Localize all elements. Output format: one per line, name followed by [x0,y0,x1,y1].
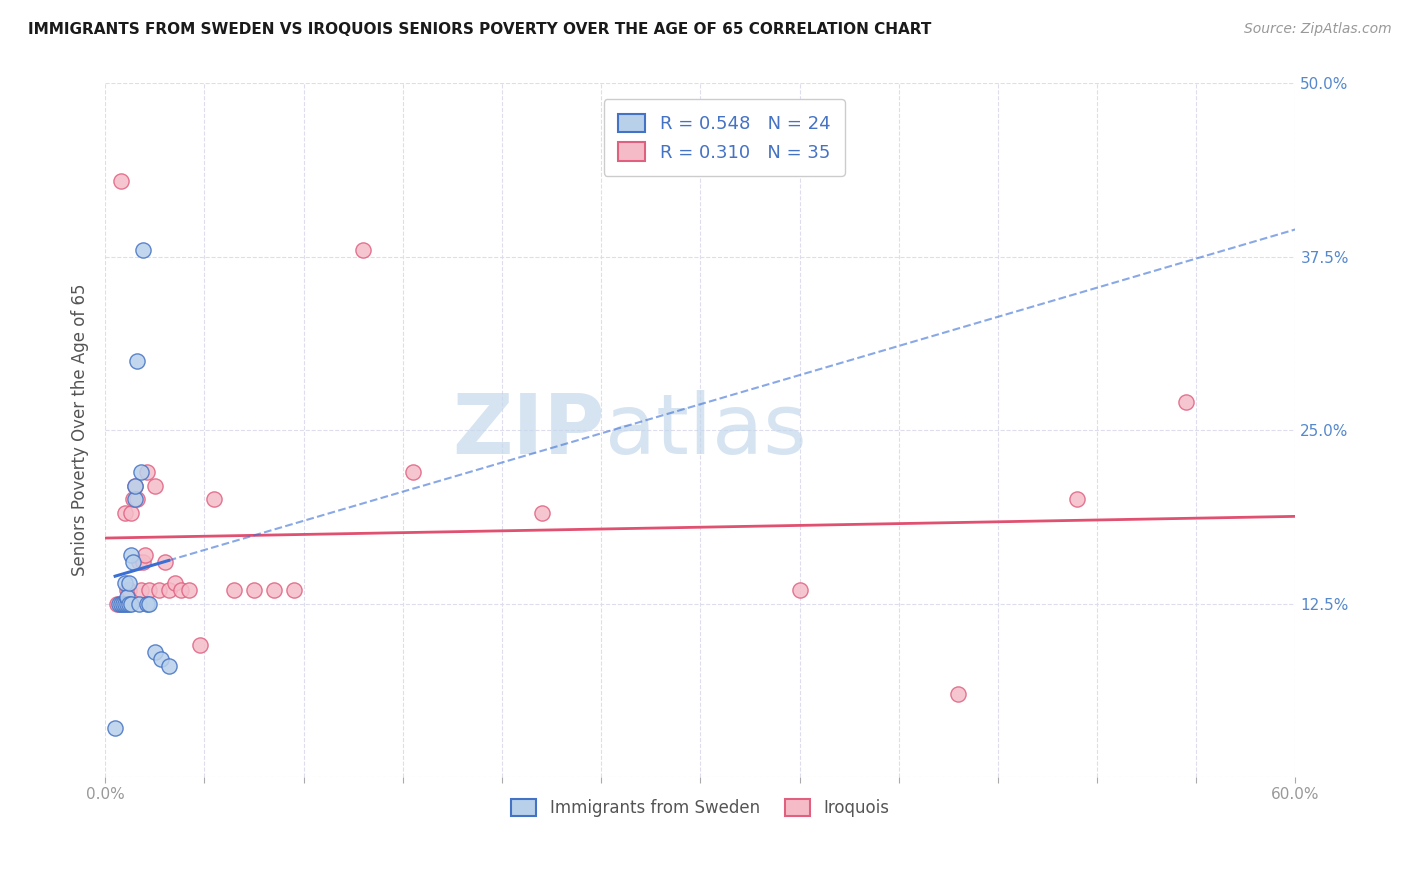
Point [1066,492,1088,507]
Point [118,582,141,597]
Point [163,575,186,590]
Point [138,582,160,597]
Point [352,243,374,257]
Point [124,478,146,492]
Point [169,582,191,597]
Point [108,597,131,611]
Point [112,597,135,611]
Point [190,638,212,652]
Point [120,507,142,521]
Text: Source: ZipAtlas.com: Source: ZipAtlas.com [1244,22,1392,37]
Point [263,582,285,597]
Point [132,555,155,569]
Point [135,465,157,479]
Point [125,492,148,507]
Point [143,478,166,492]
Point [115,597,138,611]
Point [128,555,150,569]
Point [177,582,200,597]
Point [157,582,180,597]
Point [118,575,141,590]
Point [148,582,170,597]
Point [132,243,155,257]
Point [104,722,127,736]
Point [202,492,225,507]
Y-axis label: Seniors Poverty Over the Age of 65: Seniors Poverty Over the Age of 65 [72,284,89,576]
Point [789,582,811,597]
Point [157,659,180,673]
Point [138,597,160,611]
Point [134,548,156,562]
Text: atlas: atlas [605,390,807,471]
Point [129,465,152,479]
Legend: Immigrants from Sweden, Iroquois: Immigrants from Sweden, Iroquois [505,792,896,824]
Point [114,597,136,611]
Point [122,492,145,507]
Point [1175,395,1198,409]
Point [110,173,132,187]
Point [149,652,172,666]
Point [110,597,132,611]
Point [402,465,425,479]
Point [530,507,553,521]
Point [128,597,150,611]
Point [120,548,142,562]
Text: ZIP: ZIP [453,390,605,471]
Point [124,492,146,507]
Point [153,555,176,569]
Point [115,582,138,597]
Point [283,582,305,597]
Point [114,507,136,521]
Point [224,582,246,597]
Point [125,353,148,368]
Point [948,687,970,701]
Point [122,555,145,569]
Point [118,597,141,611]
Point [243,582,266,597]
Point [124,478,146,492]
Point [129,582,152,597]
Point [105,597,128,611]
Point [143,645,166,659]
Point [115,590,138,604]
Point [114,575,136,590]
Text: IMMIGRANTS FROM SWEDEN VS IROQUOIS SENIORS POVERTY OVER THE AGE OF 65 CORRELATIO: IMMIGRANTS FROM SWEDEN VS IROQUOIS SENIO… [28,22,932,37]
Point [135,597,157,611]
Point [120,597,142,611]
